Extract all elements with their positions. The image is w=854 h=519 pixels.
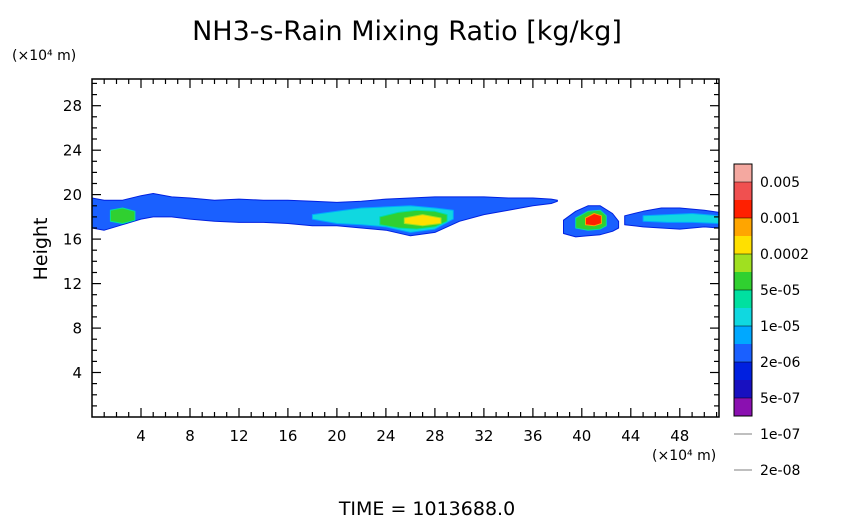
colorbar-label: 1e-05: [760, 319, 800, 335]
y-tick-label: 24: [63, 142, 82, 160]
colorbar-swatch: [734, 398, 752, 417]
y-tick-label: 16: [63, 231, 82, 249]
x-unit-label: (×10⁴ m): [652, 448, 716, 464]
x-tick-labels: 4 8 12 16 20 24 28 32 36 40 44 48: [136, 427, 689, 445]
y-tick-label: 8: [72, 320, 82, 338]
y-unit-label: (×10⁴ m): [12, 48, 76, 64]
y-tick-label: 20: [63, 186, 82, 204]
plot-data-layer: [91, 193, 720, 238]
colorbar-swatch: [734, 380, 752, 399]
colorbar-labels: 0.005 0.001 0.0002 5e-05 1e-05 2e-06 5e-07 1e-0…: [760, 175, 809, 479]
colorbar-swatch: [734, 236, 752, 255]
cloud-region-8: [585, 213, 602, 227]
colorbar-label: 2e-08: [760, 463, 800, 479]
x-tick-label: 20: [327, 427, 346, 445]
x-tick-label: 24: [376, 427, 395, 445]
colorbar-swatch: [734, 308, 752, 327]
colorbar-label: 2e-06: [760, 355, 800, 371]
plot-frame: [91, 78, 720, 418]
colorbar-label: 0.0002: [760, 247, 809, 263]
colorbar-swatch: [734, 164, 752, 183]
colorbar-swatch: [734, 200, 752, 219]
colorbar-swatch: [734, 218, 752, 237]
colorbar-label: 0.001: [760, 211, 800, 227]
x-tick-label: 28: [425, 427, 444, 445]
axis-ticks: [92, 79, 719, 417]
cloud-region-2: [109, 207, 136, 224]
colorbar-swatch: [734, 290, 752, 309]
y-axis-label: Height: [30, 218, 52, 281]
colorbar-swatch: [734, 326, 752, 345]
y-tick-label: 12: [63, 275, 82, 293]
chart-title: NH3-s-Rain Mixing Ratio [kg/kg]: [192, 16, 622, 47]
cloud-region-5: [403, 214, 442, 227]
colorbar-label: 1e-07: [760, 427, 800, 443]
colorbar-swatch: [734, 182, 752, 201]
colorbar-label: 5e-05: [760, 283, 800, 299]
x-tick-label: 12: [229, 427, 248, 445]
colorbar-swatch: [734, 272, 752, 291]
x-tick-label: 32: [474, 427, 493, 445]
x-tick-label: 8: [185, 427, 195, 445]
colorbar-swatch: [734, 362, 752, 381]
time-footer: TIME = 1013688.0: [338, 498, 515, 519]
colorbar-swatch: [734, 344, 752, 363]
colorbar-label: 5e-07: [760, 391, 800, 407]
y-tick-label: 4: [72, 364, 82, 382]
x-tick-label: 40: [572, 427, 591, 445]
x-tick-label: 44: [621, 427, 640, 445]
x-tick-label: 48: [670, 427, 689, 445]
x-tick-label: 36: [523, 427, 542, 445]
colorbar: [733, 163, 753, 471]
y-tick-label: 28: [63, 97, 82, 115]
y-tick-labels: 4 8 12 16 20 24 28: [63, 97, 82, 382]
x-tick-label: 4: [136, 427, 146, 445]
colorbar-swatch: [734, 254, 752, 273]
colorbar-label: 0.005: [760, 175, 800, 191]
cloud-region-10: [642, 213, 720, 224]
x-tick-label: 16: [278, 427, 297, 445]
